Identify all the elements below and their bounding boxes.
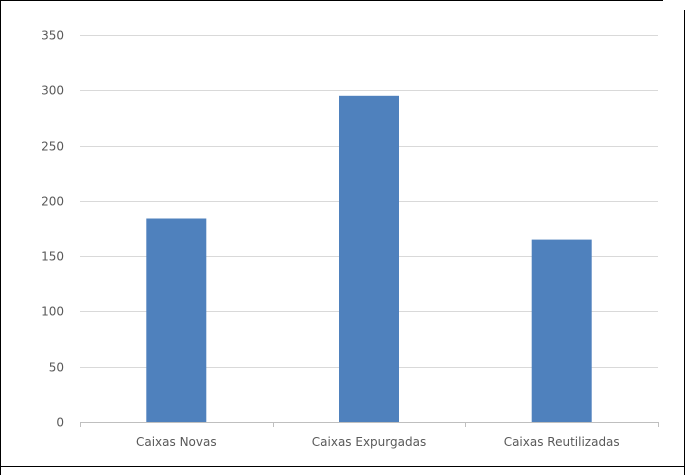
y-tick-label: 50 <box>49 361 64 375</box>
x-tick-label: Caixas Novas <box>136 435 217 449</box>
x-tick-label: Caixas Reutilizadas <box>504 435 620 449</box>
y-tick-label: 150 <box>41 250 64 264</box>
bar-caixas-expurgadas <box>339 95 399 423</box>
y-tick-label: 250 <box>41 140 64 154</box>
y-tick-label: 100 <box>41 305 64 319</box>
bar-caixas-novas <box>146 218 207 422</box>
y-tick-label: 200 <box>41 195 64 209</box>
y-tick-label: 350 <box>41 29 64 43</box>
y-tick-labels: 0 50 100 150 200 250 300 350 <box>41 29 64 430</box>
x-axis <box>80 422 659 427</box>
bar-caixas-reutilizadas <box>531 239 592 422</box>
y-tick-label: 0 <box>56 416 64 430</box>
x-tick-labels: Caixas Novas Caixas Expurgadas Caixas Reut… <box>136 435 620 449</box>
bars <box>146 95 592 423</box>
y-tick-label: 300 <box>41 84 64 98</box>
x-tick-label: Caixas Expurgadas <box>312 435 426 449</box>
